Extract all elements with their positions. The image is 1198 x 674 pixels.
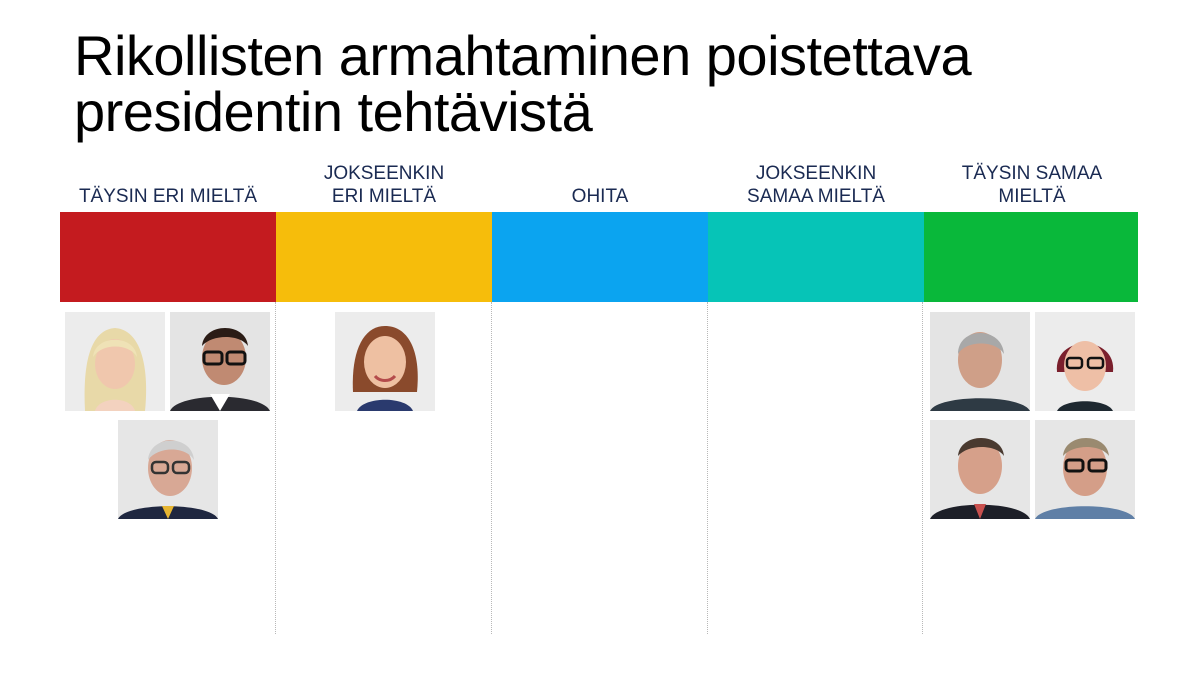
older-man-with-glasses-portrait	[118, 420, 218, 519]
man-with-glasses-portrait-2	[1035, 420, 1135, 519]
column-divider	[707, 302, 708, 634]
column-label-strongly-disagree: TÄYSIN ERI MIELTÄ	[78, 186, 258, 207]
column-label-skip: OHITA	[571, 186, 629, 207]
bar-somewhat-agree	[708, 212, 924, 302]
column-divider	[922, 302, 923, 634]
man-with-glasses-portrait	[170, 312, 270, 411]
bar-skip	[492, 212, 708, 302]
woman-with-glasses-portrait	[1035, 312, 1135, 411]
blonde-woman-portrait	[65, 312, 165, 411]
bar-strongly-agree	[924, 212, 1138, 302]
column-label-somewhat-disagree: JOKSEENKIN ERI MIELTÄ	[323, 163, 445, 207]
man-in-suit-portrait	[930, 420, 1030, 519]
title-line-2: presidentin tehtävistä	[74, 80, 593, 143]
column-divider	[491, 302, 492, 634]
bar-strongly-disagree	[60, 212, 276, 302]
grey-haired-man-portrait	[930, 312, 1030, 411]
title-line-1: Rikollisten armahtaminen poistettava	[74, 24, 972, 87]
column-label-somewhat-agree: JOKSEENKIN SAMAA MIELTÄ	[747, 163, 885, 207]
column-divider	[275, 302, 276, 634]
bar-somewhat-disagree	[276, 212, 492, 302]
smiling-woman-portrait	[335, 312, 435, 411]
column-label-strongly-agree: TÄYSIN SAMAA MIELTÄ	[961, 163, 1103, 207]
page-title: Rikollisten armahtaminen poistettava pre…	[74, 28, 1174, 140]
